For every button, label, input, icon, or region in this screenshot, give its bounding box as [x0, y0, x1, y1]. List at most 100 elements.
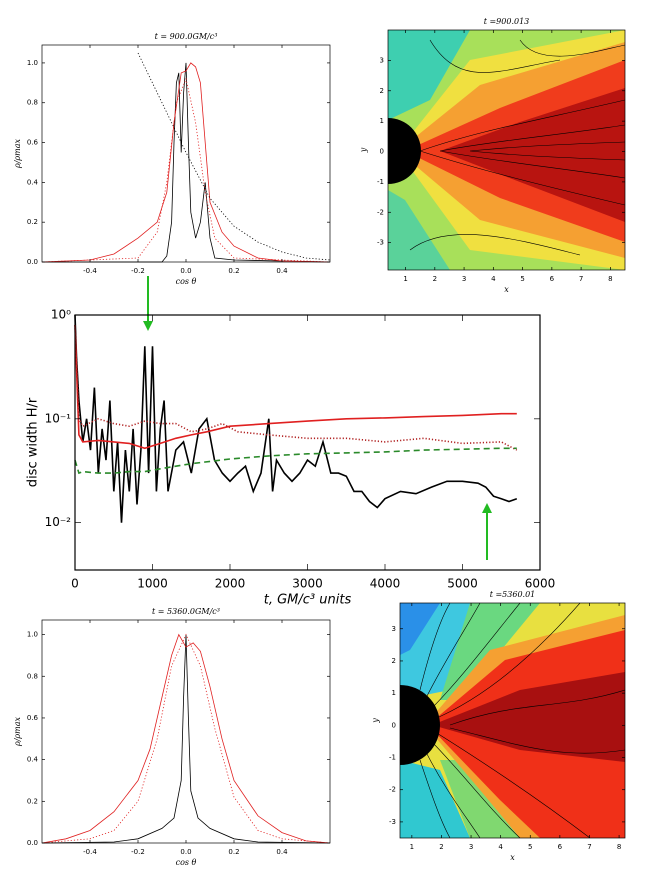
x-tick-label: 3 — [469, 843, 473, 851]
y-tick-label: 10⁰ — [51, 308, 71, 322]
y-tick-label: 0.4 — [27, 178, 39, 186]
axes-frame — [41, 619, 331, 844]
x-tick-label: 1 — [403, 275, 407, 283]
x-tick-label: 2 — [433, 275, 437, 283]
contour-map — [388, 30, 625, 270]
x-tick-label: 8 — [608, 275, 612, 283]
y-tick-label: 0.6 — [27, 714, 39, 722]
x-tick-label: 6 — [558, 843, 563, 851]
y-axis-label: y — [371, 718, 380, 724]
chart-title: t = 900.0GM/c³ — [155, 32, 218, 41]
line — [74, 314, 518, 523]
x-tick-label: 0 — [71, 577, 79, 591]
line — [137, 52, 331, 261]
y-tick-label: 1 — [380, 117, 384, 125]
y-tick-label: 3 — [392, 625, 396, 633]
x-tick-label: 0.0 — [180, 848, 191, 856]
x-tick-label: -0.4 — [83, 267, 97, 275]
y-axis-label: y — [359, 147, 368, 153]
x-tick-label: 0.2 — [228, 848, 239, 856]
y-tick-label: -2 — [389, 786, 396, 794]
x-tick-label: 7 — [579, 275, 583, 283]
y-tick-label: 0.2 — [27, 797, 38, 805]
x-tick-label: 2 — [439, 843, 443, 851]
line — [41, 633, 331, 844]
y-tick-label: 2 — [380, 87, 384, 95]
contour-fill — [388, 190, 450, 270]
x-tick-label: 6 — [550, 275, 555, 283]
x-tick-label: -0.2 — [131, 267, 145, 275]
y-tick-label: 3 — [380, 56, 384, 64]
x-tick-label: 2000 — [215, 577, 246, 591]
line — [41, 634, 331, 844]
x-tick-label: -0.2 — [131, 848, 145, 856]
x-tick-label: 3000 — [292, 577, 323, 591]
x-tick-label: 0.4 — [276, 848, 288, 856]
y-tick-label: 0.8 — [27, 99, 38, 107]
black-hole — [400, 685, 440, 765]
line — [41, 633, 331, 844]
x-tick-label: 7 — [587, 843, 591, 851]
x-tick-label: 3 — [462, 275, 466, 283]
y-tick-label: 0.4 — [27, 756, 39, 764]
line — [41, 77, 331, 263]
y-tick-label: -3 — [389, 818, 396, 826]
contour-fill — [440, 88, 625, 222]
contour-fill — [400, 603, 440, 655]
x-tick-label: 0.0 — [180, 267, 191, 275]
contour-fill — [400, 760, 470, 838]
x-tick-label: 4000 — [370, 577, 401, 591]
x-axis-label: x — [510, 853, 515, 862]
line — [41, 62, 331, 263]
contour-fill — [432, 672, 625, 762]
y-tick-label: 0.0 — [27, 839, 38, 847]
y-tick-label: 2 — [392, 657, 396, 665]
y-tick-label: 0.6 — [27, 139, 39, 147]
x-tick-label: 0.4 — [276, 267, 288, 275]
y-tick-label: 0.0 — [27, 258, 38, 266]
y-tick-label: 0.2 — [27, 218, 38, 226]
x-tick-label: 5 — [528, 843, 532, 851]
contour-fill — [388, 30, 470, 120]
y-tick-label: 0 — [392, 721, 396, 729]
x-tick-label: 4 — [498, 843, 503, 851]
x-axis-label: cos θ — [176, 277, 197, 286]
y-tick-label: 1 — [392, 689, 396, 697]
x-axis-label: cos θ — [176, 858, 197, 867]
chart-title: t =900.013 — [484, 17, 530, 26]
y-axis-label: ρ/ρmax — [13, 717, 22, 747]
x-tick-label: 6000 — [525, 577, 556, 591]
y-tick-label: 0.8 — [27, 672, 38, 680]
x-axis-label: x — [504, 285, 509, 294]
y-tick-label: 0 — [380, 148, 384, 156]
y-tick-label: -2 — [377, 208, 384, 216]
y-tick-label: -3 — [377, 239, 384, 247]
x-tick-label: 0.2 — [228, 267, 239, 275]
axes-frame — [387, 29, 626, 271]
x-tick-label: 5000 — [447, 577, 478, 591]
contour-fill — [440, 760, 520, 838]
contour-line — [409, 39, 625, 256]
x-tick-label: -0.4 — [83, 848, 97, 856]
contour-line — [419, 603, 625, 838]
chart-title: t = 5360.0GM/c³ — [152, 607, 220, 616]
y-tick-label: 1.0 — [27, 59, 38, 67]
black-hole — [388, 118, 421, 184]
chart-title: t =5360.01 — [490, 590, 536, 599]
y-tick-label: 10⁻² — [45, 515, 72, 529]
x-tick-label: 4 — [491, 275, 496, 283]
line — [74, 447, 517, 475]
y-tick-label: -1 — [389, 754, 396, 762]
y-axis-label: disc width H/r — [26, 397, 41, 487]
x-tick-label: 5 — [520, 275, 524, 283]
contour-map — [400, 603, 625, 838]
x-tick-label: 1 — [410, 843, 414, 851]
y-axis-label: ρ/ρmax — [13, 139, 22, 169]
y-tick-label: 1.0 — [27, 631, 38, 639]
line — [74, 325, 517, 450]
y-tick-label: -1 — [377, 178, 384, 186]
axes-frame — [41, 44, 331, 263]
axes-frame — [399, 602, 626, 839]
x-tick-label: 1000 — [137, 577, 168, 591]
